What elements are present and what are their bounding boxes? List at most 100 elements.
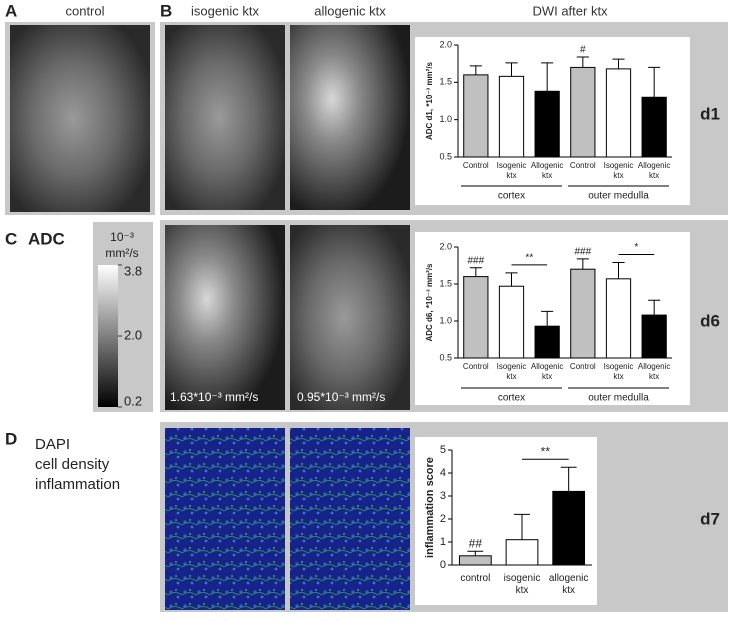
colorbar-tick-label: 2.0 bbox=[124, 327, 142, 342]
annotation: ** bbox=[541, 444, 551, 458]
y-axis-label: inflammation score bbox=[424, 457, 436, 558]
x-tick-label: Allogenic ktx bbox=[531, 362, 563, 381]
panel-label: C bbox=[5, 229, 17, 248]
bar bbox=[570, 268, 596, 359]
error-bar bbox=[514, 513, 530, 540]
dapi-image bbox=[165, 428, 285, 610]
column-header: DWI after ktx bbox=[532, 3, 608, 18]
error-bar bbox=[612, 58, 625, 69]
bar bbox=[552, 490, 586, 566]
bar bbox=[641, 314, 667, 359]
panel-text: inflammation bbox=[35, 476, 120, 493]
group-label: outer medulla bbox=[588, 393, 649, 404]
x-tick-label: Isogenic ktx bbox=[604, 362, 634, 381]
bar bbox=[463, 74, 489, 158]
adc-map bbox=[165, 225, 285, 410]
mri-image bbox=[10, 25, 150, 212]
panel-text: DAPI bbox=[35, 436, 70, 453]
x-tick-label: Allogenic ktx bbox=[638, 362, 670, 381]
y-tick-label: 3 bbox=[440, 490, 446, 502]
error-bar bbox=[541, 310, 554, 327]
error-bar bbox=[469, 65, 482, 75]
y-tick-label: 0 bbox=[440, 559, 446, 571]
y-tick-label: 1.0 bbox=[439, 315, 452, 325]
colorbar-unit: mm²/s bbox=[105, 246, 138, 260]
bar bbox=[605, 278, 632, 359]
error-bar bbox=[467, 550, 484, 556]
error-bar bbox=[648, 66, 661, 98]
x-tick-label: control bbox=[460, 573, 490, 584]
x-tick-label: Allogenic ktx bbox=[531, 161, 563, 180]
bar bbox=[570, 66, 596, 158]
y-tick-label: 4 bbox=[440, 467, 446, 479]
colorbar-tick-label: 0.2 bbox=[124, 393, 142, 408]
y-tick-label: 2.0 bbox=[439, 241, 452, 251]
x-tick-label: Isogenic ktx bbox=[497, 362, 527, 381]
row-label: d7 bbox=[700, 509, 720, 528]
error-bar bbox=[576, 258, 589, 270]
bar bbox=[605, 68, 632, 158]
colorbar-tick-label: 3.8 bbox=[124, 263, 142, 278]
x-tick-label: Control bbox=[463, 362, 489, 371]
group-label: cortex bbox=[498, 191, 525, 202]
group-label: cortex bbox=[498, 393, 525, 404]
column-header: control bbox=[65, 3, 104, 18]
panel-label: B bbox=[160, 1, 172, 20]
y-tick-label: 1 bbox=[440, 536, 446, 548]
y-tick-label: 2.0 bbox=[439, 39, 452, 49]
error-bar bbox=[648, 299, 661, 316]
group-label: outer medulla bbox=[588, 191, 649, 202]
mri-image bbox=[290, 25, 410, 210]
bar bbox=[534, 90, 560, 158]
bar bbox=[641, 96, 667, 158]
row-label: d6 bbox=[700, 311, 720, 330]
image-label: 1.63*10⁻³ mm²/s bbox=[170, 390, 258, 404]
x-tick-label: Isogenic ktx bbox=[497, 161, 527, 180]
y-tick-label: 0.5 bbox=[439, 151, 452, 161]
bar bbox=[505, 539, 539, 566]
bar bbox=[534, 325, 560, 359]
y-tick-label: 1.5 bbox=[439, 278, 452, 288]
annotation: ** bbox=[525, 253, 533, 264]
error-bar bbox=[560, 466, 577, 492]
adc-map bbox=[290, 225, 410, 410]
panel-text: cell density bbox=[35, 456, 110, 473]
x-tick-label: Control bbox=[463, 161, 489, 170]
colorbar bbox=[98, 265, 118, 407]
annotation: ### bbox=[574, 246, 591, 257]
bar bbox=[463, 276, 489, 359]
dapi-image bbox=[290, 428, 410, 610]
error-bar bbox=[469, 267, 482, 277]
error-bar bbox=[505, 272, 518, 287]
bar bbox=[498, 75, 525, 158]
mri-image bbox=[165, 25, 285, 210]
error-bar bbox=[541, 62, 554, 92]
error-bar bbox=[576, 56, 589, 68]
x-tick-label: Allogenic ktx bbox=[638, 161, 670, 180]
x-tick-label: isogenic ktx bbox=[504, 573, 541, 596]
bar bbox=[458, 555, 492, 566]
y-tick-label: 1.0 bbox=[439, 114, 452, 124]
annotation: * bbox=[634, 242, 638, 253]
row-label: d1 bbox=[700, 104, 720, 123]
y-tick-label: 1.5 bbox=[439, 77, 452, 87]
annotation: # bbox=[580, 45, 586, 56]
panel-title: ADC bbox=[28, 229, 65, 248]
annotation: ### bbox=[467, 255, 484, 266]
error-bar bbox=[505, 62, 518, 77]
y-tick-label: 5 bbox=[440, 444, 446, 456]
panel-label: A bbox=[5, 1, 17, 20]
panel-label: D bbox=[5, 429, 17, 448]
column-header: allogenic ktx bbox=[314, 3, 386, 18]
y-tick-label: 2 bbox=[440, 513, 446, 525]
x-tick-label: Isogenic ktx bbox=[604, 161, 634, 180]
y-axis-label: ADC d6, *10⁻³ mm²/s bbox=[425, 263, 434, 342]
x-tick-label: allogenic ktx bbox=[549, 573, 588, 596]
y-tick-label: 0.5 bbox=[439, 352, 452, 362]
x-tick-label: Control bbox=[570, 362, 596, 371]
annotation: ## bbox=[469, 536, 483, 550]
colorbar-unit: 10⁻³ bbox=[110, 230, 134, 244]
error-bar bbox=[612, 262, 625, 279]
bar bbox=[498, 285, 525, 359]
